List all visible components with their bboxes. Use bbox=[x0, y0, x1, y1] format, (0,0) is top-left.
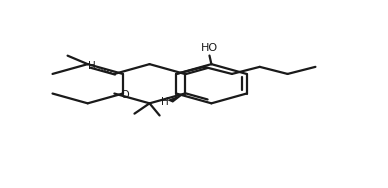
Polygon shape bbox=[167, 94, 185, 103]
Text: HO: HO bbox=[201, 43, 218, 53]
Text: H: H bbox=[161, 97, 169, 107]
Text: H: H bbox=[88, 61, 95, 71]
Text: O: O bbox=[121, 90, 130, 100]
